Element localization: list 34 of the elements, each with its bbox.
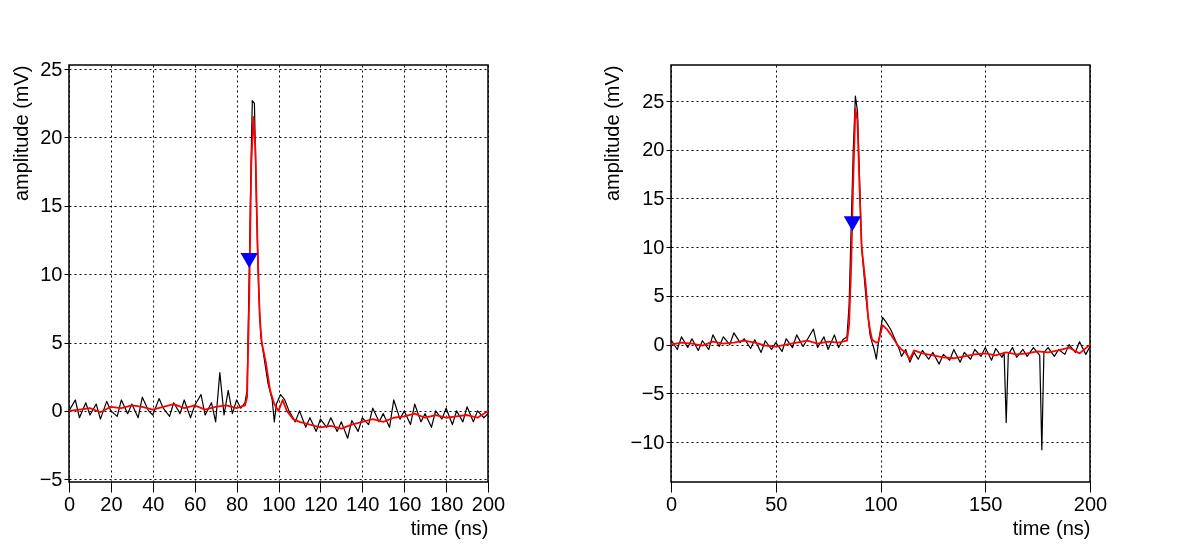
x-tick-label: 160 xyxy=(388,492,422,515)
y-tick-label: 10 xyxy=(40,262,63,285)
x-axis-title: time (ns) xyxy=(410,516,489,539)
x-tick-label: 120 xyxy=(304,492,338,515)
y-tick-label: 0 xyxy=(653,333,665,356)
x-tick-label: 150 xyxy=(969,492,1003,515)
y-tick-label: 15 xyxy=(642,186,665,209)
x-tick-label: 180 xyxy=(429,492,464,515)
x-tick-label: 100 xyxy=(864,492,898,515)
y-tick-label: 25 xyxy=(40,57,63,80)
y-tick-label: −5 xyxy=(641,381,665,404)
x-tick-label: 140 xyxy=(346,492,380,515)
x-axis-title: time (ns) xyxy=(1012,516,1091,539)
x-tick-label: 20 xyxy=(100,492,123,515)
x-tick-label: 80 xyxy=(225,492,249,515)
line-series xyxy=(670,107,1091,361)
y-tick-label: 5 xyxy=(51,331,63,354)
x-tick-label: 200 xyxy=(471,492,506,515)
y-axis-title: amplitude (mV) xyxy=(9,65,32,202)
x-tick-label: 200 xyxy=(1073,492,1108,515)
y-tick-label: −10 xyxy=(630,430,665,453)
y-tick-label: 10 xyxy=(642,235,665,258)
y-axis-title: amplitude (mV) xyxy=(600,65,623,202)
y-tick-label: 25 xyxy=(642,89,665,112)
y-tick-label: 15 xyxy=(40,194,63,217)
x-tick-label: 40 xyxy=(142,492,165,515)
y-tick-label: 20 xyxy=(40,125,63,148)
y-tick-label: 20 xyxy=(642,138,665,161)
x-tick-label: 50 xyxy=(765,492,788,515)
y-tick-label: 5 xyxy=(653,284,665,307)
y-tick-label: −5 xyxy=(39,467,63,490)
x-tick-label: 100 xyxy=(262,492,296,515)
x-tick-label: 60 xyxy=(184,492,207,515)
y-tick-label: 0 xyxy=(51,399,63,422)
